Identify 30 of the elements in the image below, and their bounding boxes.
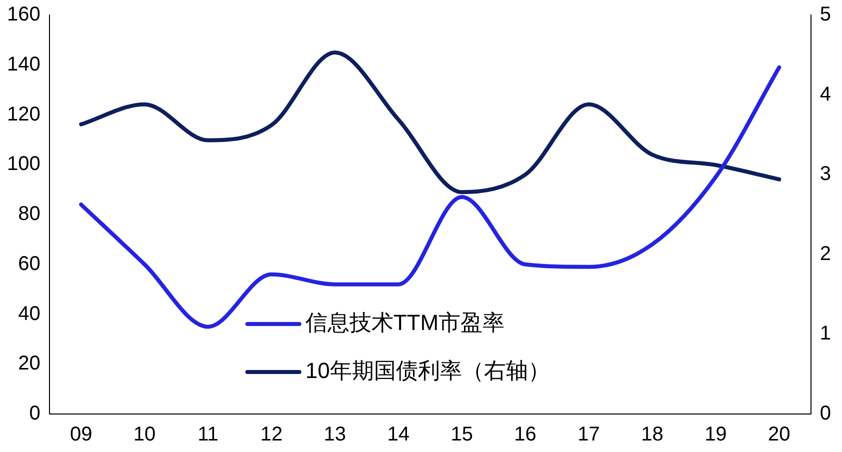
y-tick-label: 120 xyxy=(6,103,40,126)
y-tick-label: 140 xyxy=(6,53,40,76)
y2-tick-label: 5 xyxy=(820,4,831,26)
y2-tick-label: 1 xyxy=(820,322,831,345)
x-tick-label: 12 xyxy=(260,424,283,446)
y-tick-label: 80 xyxy=(18,203,40,226)
y2-tick-label: 4 xyxy=(820,83,831,106)
x-tick-label: 16 xyxy=(514,424,536,446)
x-tick-label: 17 xyxy=(578,424,600,446)
y2-tick-label: 2 xyxy=(820,242,831,265)
y-tick-label: 20 xyxy=(18,352,40,375)
x-tick-label: 15 xyxy=(450,424,473,446)
y-tick-label: 0 xyxy=(29,402,40,425)
y-tick-label: 40 xyxy=(18,302,40,325)
x-tick-label: 18 xyxy=(641,424,664,446)
x-tick-label: 20 xyxy=(768,424,790,446)
y-tick-label: 160 xyxy=(6,4,40,26)
x-tick-label: 10 xyxy=(133,424,156,446)
y2-tick-label: 0 xyxy=(820,402,831,425)
x-tick-label: 09 xyxy=(70,424,92,446)
line-series xyxy=(79,50,782,194)
y-tick-label: 60 xyxy=(18,252,40,275)
y2-tick-label: 3 xyxy=(820,163,831,186)
x-tick-label: 14 xyxy=(387,424,410,446)
x-tick-label: 11 xyxy=(198,424,218,446)
x-tick-label: 13 xyxy=(324,424,346,446)
legend-label: 信息技术TTM市盈率 xyxy=(305,310,505,336)
legend-label: 10年期国债利率（右轴） xyxy=(305,358,550,384)
x-tick-label: 19 xyxy=(704,424,727,446)
y-tick-label: 100 xyxy=(6,153,40,176)
